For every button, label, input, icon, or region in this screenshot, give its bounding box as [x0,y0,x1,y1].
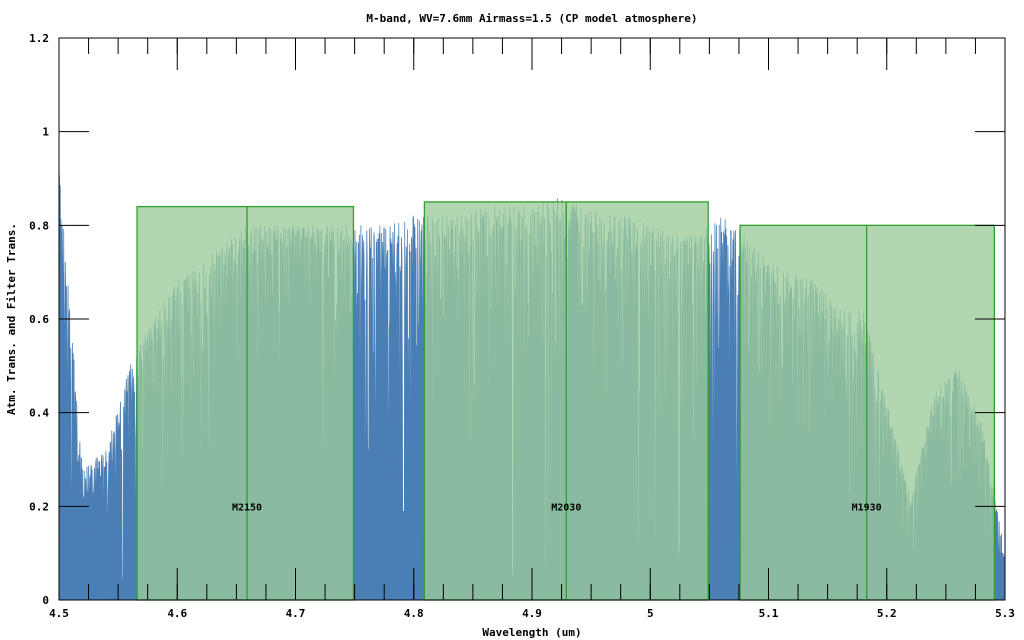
y-axis-label: Atm. Trans. and Filter Trans. [5,223,18,415]
x-tick-label: 5.3 [995,607,1015,620]
filter-label-m2030: M2030 [551,502,581,513]
x-tick-label: 4.9 [522,607,542,620]
y-tick-label: 0.6 [29,313,49,326]
y-tick-label: 0.8 [29,219,49,232]
x-tick-label: 4.7 [286,607,306,620]
filter-m2030: M2030 [423,201,709,601]
x-tick-label: 4.6 [167,607,187,620]
filter-box-m2150 [136,205,355,601]
filter-label-m2150: M2150 [232,502,262,513]
filter-m1930: M1930 [739,224,996,601]
filter-series: M2150 M2030 M1930 [136,201,996,601]
chart-title: M-band, WV=7.6mm Airmass=1.5 (CP model a… [366,12,697,25]
x-axis-label: Wavelength (um) [482,626,581,639]
y-tick-label: 0 [42,594,49,607]
x-tick-label: 4.8 [404,607,424,620]
axes: 4.5 4.6 4.7 4.8 4.9 5 5.1 5.2 5.3 0 0.2 0.4 0.6 0.8 1 1… [29,32,1015,620]
x-tick-label: 4.5 [49,607,69,620]
y-tick-label: 1 [42,126,49,139]
y-tick-label: 0.4 [29,407,49,420]
y-tick-label: 0.2 [29,500,49,513]
x-tick-label: 5 [647,607,654,620]
filter-m2150: M2150 [136,205,355,601]
x-tick-label: 5.1 [759,607,779,620]
y-tick-label: 1.2 [29,32,49,45]
x-tick-label: 5.2 [877,607,897,620]
filter-label-m1930: M1930 [852,502,882,513]
